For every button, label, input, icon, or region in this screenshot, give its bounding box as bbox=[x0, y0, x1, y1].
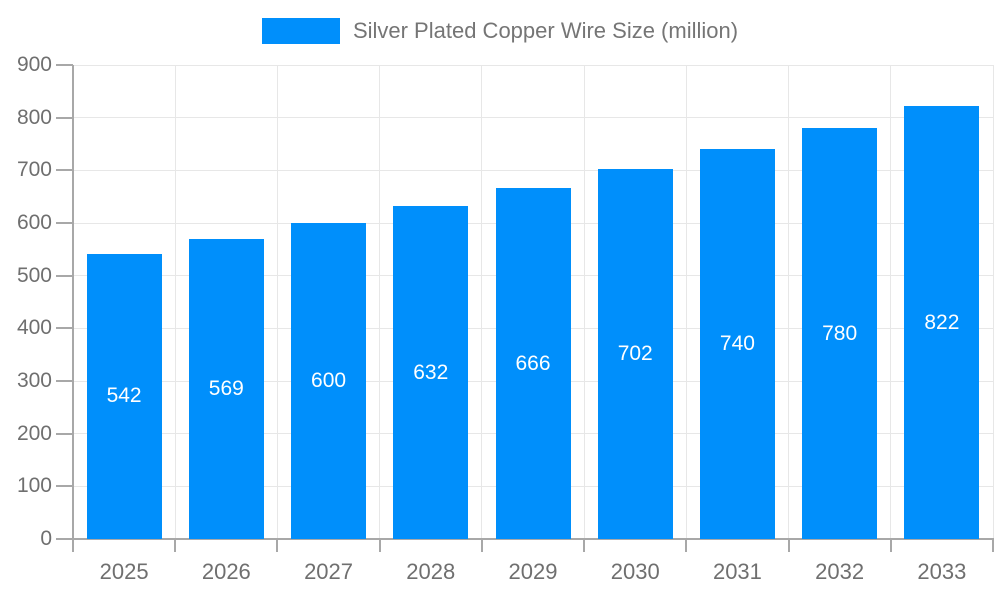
x-axis-label: 2028 bbox=[406, 559, 456, 584]
bar-value-label: 542 bbox=[106, 384, 142, 408]
y-axis-tick bbox=[56, 274, 73, 277]
legend-label: Silver Plated Copper Wire Size (million) bbox=[352, 18, 739, 43]
y-axis-label: 0 bbox=[40, 527, 52, 550]
x-axis-tick bbox=[685, 539, 688, 552]
x-axis-tick bbox=[174, 539, 177, 552]
bar-value-label: 632 bbox=[413, 360, 449, 384]
x-axis-label: 2030 bbox=[610, 559, 660, 584]
y-axis-label: 200 bbox=[16, 421, 52, 445]
vertical-gridline bbox=[788, 65, 790, 539]
x-axis-line bbox=[72, 538, 994, 540]
y-axis-tick bbox=[56, 538, 73, 540]
x-axis-tick bbox=[992, 539, 994, 552]
x-axis-tick bbox=[480, 539, 483, 552]
y-axis-label: 300 bbox=[16, 369, 52, 392]
bar-value-label: 740 bbox=[719, 332, 755, 356]
bar-value-label: 666 bbox=[515, 351, 551, 375]
bar[interactable]: 702 bbox=[597, 169, 673, 539]
y-axis-label: 800 bbox=[16, 105, 52, 129]
bar-value-label: 569 bbox=[208, 377, 244, 401]
x-axis-tick bbox=[583, 539, 586, 552]
bar[interactable]: 780 bbox=[802, 128, 878, 539]
bar[interactable]: 632 bbox=[393, 206, 469, 539]
y-axis-tick bbox=[56, 327, 73, 330]
horizontal-gridline bbox=[73, 169, 993, 171]
x-axis-tick bbox=[276, 539, 279, 552]
bar[interactable]: 542 bbox=[86, 253, 162, 539]
x-axis-label: 2032 bbox=[815, 559, 865, 584]
legend-swatch-icon bbox=[261, 18, 340, 44]
x-axis-label: 2029 bbox=[508, 559, 558, 584]
y-axis-tick bbox=[56, 64, 73, 66]
bar[interactable]: 740 bbox=[699, 149, 775, 539]
legend[interactable]: Silver Plated Copper Wire Size (million) bbox=[0, 18, 1000, 44]
horizontal-gridline bbox=[73, 117, 993, 119]
y-axis-label: 900 bbox=[16, 53, 52, 76]
y-axis-tick bbox=[56, 116, 73, 119]
x-axis-label: 2033 bbox=[917, 559, 967, 584]
vertical-gridline bbox=[379, 65, 381, 539]
vertical-gridline bbox=[992, 65, 994, 539]
y-axis-label: 500 bbox=[16, 263, 52, 287]
y-axis-label: 600 bbox=[16, 211, 52, 234]
vertical-gridline bbox=[583, 65, 585, 539]
x-axis-label: 2025 bbox=[99, 559, 149, 584]
y-axis-label: 100 bbox=[16, 474, 52, 498]
vertical-gridline bbox=[890, 65, 892, 539]
vertical-gridline bbox=[174, 65, 176, 539]
y-axis-tick bbox=[56, 169, 73, 172]
x-axis-tick bbox=[378, 539, 381, 552]
bar[interactable]: 600 bbox=[291, 223, 367, 539]
bar[interactable]: 822 bbox=[904, 106, 980, 539]
x-axis-tick bbox=[889, 539, 892, 552]
bar[interactable]: 569 bbox=[188, 239, 264, 539]
y-axis-line bbox=[72, 65, 74, 552]
bar-value-label: 600 bbox=[311, 369, 347, 392]
vertical-gridline bbox=[685, 65, 687, 539]
y-axis-label: 400 bbox=[16, 316, 52, 340]
y-axis-tick bbox=[56, 222, 73, 224]
x-axis-tick bbox=[787, 539, 790, 552]
y-axis-tick bbox=[56, 432, 73, 435]
bar-value-label: 780 bbox=[822, 321, 858, 345]
bar-value-label: 702 bbox=[617, 342, 653, 366]
x-axis-label: 2031 bbox=[712, 559, 762, 584]
x-axis-label: 2026 bbox=[201, 559, 251, 584]
horizontal-gridline bbox=[73, 64, 993, 66]
x-axis-label: 2027 bbox=[304, 559, 354, 584]
y-axis-label: 700 bbox=[16, 158, 52, 182]
y-axis-tick bbox=[56, 380, 73, 382]
y-axis-tick bbox=[56, 485, 73, 488]
bar-value-label: 822 bbox=[924, 310, 960, 334]
vertical-gridline bbox=[481, 65, 483, 539]
vertical-gridline bbox=[276, 65, 278, 539]
bar[interactable]: 666 bbox=[495, 188, 571, 539]
